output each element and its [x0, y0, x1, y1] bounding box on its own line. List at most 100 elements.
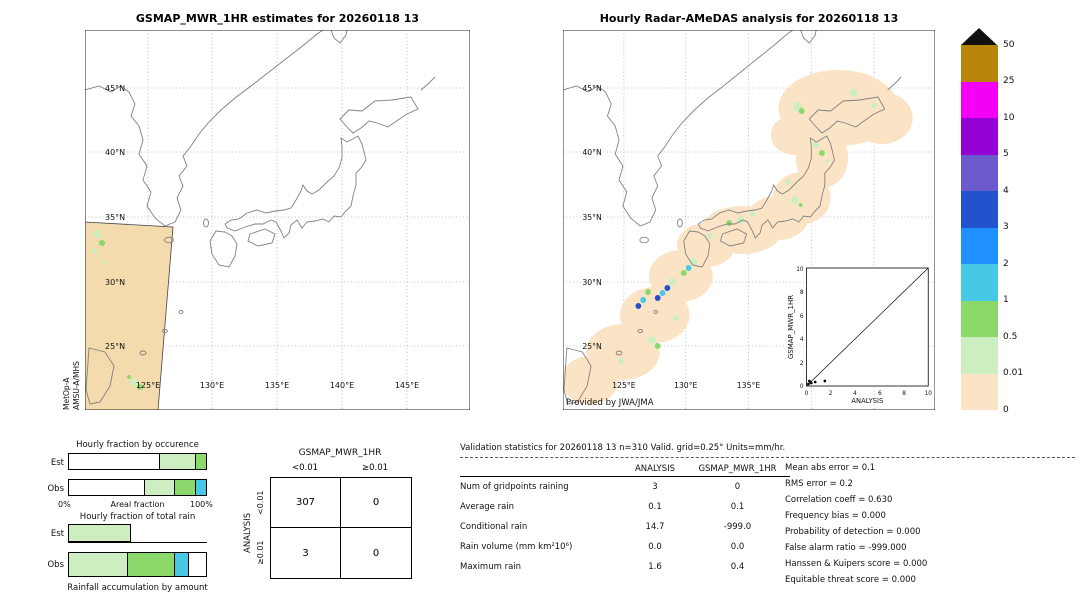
inset-y-tick: 2 — [800, 361, 804, 367]
stats-row: Num of gridpoints raining 3 0 — [460, 477, 790, 497]
lat-label: 45°N — [582, 84, 602, 93]
stats-row: Average rain 0.1 0.1 — [460, 497, 790, 517]
bar-segment — [69, 480, 145, 495]
lat-label: 45°N — [105, 84, 125, 93]
colorbar: 50 25 10 5 4 3 2 1 0.5 0.01 0 — [961, 28, 1051, 415]
score-line: Frequency bias = 0.000 — [785, 511, 886, 521]
left-map: 45°N 40°N 35°N 30°N 25°N 125°E 130°E 135… — [85, 30, 470, 410]
totalrain-est-bar — [68, 524, 207, 543]
stats-col-analysis: ANALYSIS — [634, 464, 676, 474]
colorbar-block — [961, 300, 998, 337]
occurrence-est-label: Est — [50, 458, 64, 468]
contingency-cell: 0 — [372, 547, 380, 559]
colorbar-block — [961, 373, 998, 410]
bar-segment — [174, 480, 196, 495]
lon-label: 130°E — [674, 381, 698, 390]
scatter-points — [807, 379, 827, 386]
stats-col-gsmap: GSMAP_MWR_1HR — [698, 464, 777, 474]
lat-label: 40°N — [105, 148, 125, 157]
stat-label: Maximum rain — [460, 562, 522, 572]
bar-segment — [69, 553, 127, 576]
bar-segment — [144, 480, 175, 495]
bar-segment — [188, 553, 206, 576]
score-line: Mean abs error = 0.1 — [785, 463, 876, 473]
colorbar-label: 0 — [1003, 404, 1009, 415]
right-map-lat-labels: 45°N 40°N 35°N 30°N 25°N — [582, 84, 602, 351]
stats-row: Rain volume (mm km²10⁶) 0.0 0.0 — [460, 537, 790, 557]
precip-field — [563, 70, 913, 404]
colorbar-label: 0.5 — [1003, 331, 1018, 342]
totalrain-obs-label: Obs — [47, 560, 64, 570]
contingency-title: GSMAP_MWR_1HR — [298, 448, 382, 458]
bar-segment — [195, 454, 206, 469]
stat-analysis-value: 0.1 — [648, 502, 662, 512]
inset-x-tick: 6 — [878, 391, 882, 397]
lat-label: 25°N — [582, 342, 602, 351]
bar-segment — [126, 553, 175, 576]
inset-x-ticks: 0 2 4 6 8 10 — [805, 391, 933, 397]
contingency-cell: 0 — [341, 478, 411, 528]
contingency-col-header: ≥0.01 — [361, 463, 389, 473]
contingency-column-headers: <0.01 ≥0.01 — [270, 463, 410, 473]
inset-y-ticks: 0 2 4 6 8 10 — [796, 267, 804, 390]
inset-y-tick: 0 — [800, 384, 804, 390]
inset-x-tick: 8 — [902, 391, 906, 397]
score-line: Correlation coeff = 0.630 — [785, 495, 893, 505]
left-map-title: GSMAP_MWR_1HR estimates for 20260118 13 — [135, 12, 420, 25]
colorbar-block — [961, 337, 998, 374]
occurrence-xmin-label: 0% — [58, 500, 71, 509]
sensor-name: AMSU-A/MHS — [72, 361, 81, 410]
colorbar-label: 25 — [1003, 76, 1015, 86]
colorbar-label: 0.01 — [1003, 368, 1024, 378]
stats-table-header-row: ANALYSIS GSMAP_MWR_1HR — [460, 462, 790, 477]
colorbar-overflow-triangle — [961, 28, 997, 45]
colorbar-block — [961, 118, 998, 155]
satellite-sensor-label: MetOp-A AMSU-A/MHS — [62, 320, 82, 410]
stat-gsmap-value: -999.0 — [723, 522, 752, 532]
colorbar-block — [961, 81, 998, 118]
totalrain-est-label: Est — [50, 529, 64, 539]
lon-label: 125°E — [612, 381, 636, 390]
right-map: 45°N 40°N 35°N 30°N 25°N 125°E 130°E 135… — [563, 30, 935, 410]
stat-analysis-value: 1.6 — [648, 562, 662, 572]
inset-y-tick: 6 — [800, 314, 804, 320]
score-line: RMS error = 0.2 — [785, 479, 853, 489]
colorbar-blocks — [961, 45, 998, 410]
contingency-row-header: ≥0.01 — [256, 540, 265, 565]
bar-segment — [195, 480, 206, 495]
score-line: Hanssen & Kuipers score = 0.000 — [785, 559, 928, 569]
right-map-lon-labels: 125°E 130°E 135°E — [612, 381, 760, 390]
inset-x-tick: 4 — [853, 391, 857, 397]
lat-label: 35°N — [582, 213, 602, 222]
right-map-title: Hourly Radar-AMeDAS analysis for 2026011… — [599, 12, 899, 25]
stat-label: Num of gridpoints raining — [460, 482, 569, 492]
lat-label: 30°N — [582, 278, 602, 287]
bar-segment — [69, 454, 160, 469]
contingency-cell: 3 — [271, 528, 341, 578]
colorbar-block — [961, 227, 998, 264]
rain-cells — [618, 89, 878, 364]
contingency-col-header: <0.01 — [291, 463, 319, 473]
stat-label: Rain volume (mm km²10⁶) — [460, 542, 573, 552]
inset-y-tick: 10 — [796, 267, 804, 273]
totalrain-x-axis-label: Rainfall accumulation by amount — [67, 583, 208, 593]
colorbar-label: 50 — [1003, 39, 1015, 50]
contingency-table: 307 0 3 0 — [270, 477, 412, 579]
inset-y-axis-label: GSMAP_MWR_1HR — [787, 295, 795, 359]
satellite-name: MetOp-A — [62, 377, 71, 410]
colorbar-label: 5 — [1003, 149, 1009, 159]
bar-segment — [159, 454, 196, 469]
occurrence-chart-title: Hourly fraction by occurence — [76, 440, 199, 450]
colorbar-block — [961, 264, 998, 301]
occurrence-est-bar — [68, 453, 207, 470]
lon-label: 130°E — [200, 381, 224, 390]
inset-x-tick: 2 — [829, 391, 833, 397]
skill-scores: Mean abs error = 0.1 RMS error = 0.2 Cor… — [785, 460, 927, 588]
bar-segment — [68, 524, 131, 542]
contingency-row-header: <0.01 — [256, 490, 265, 515]
stats-header: Validation statistics for 20260118 13 n=… — [460, 443, 786, 453]
colorbar-label: 4 — [1003, 185, 1009, 196]
lon-label: 140°E — [330, 381, 354, 390]
inset-y-tick: 4 — [800, 337, 804, 343]
colorbar-label: 3 — [1003, 222, 1009, 232]
